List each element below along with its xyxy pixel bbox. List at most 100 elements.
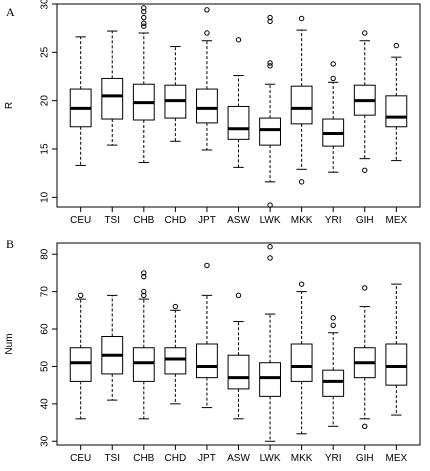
x-tick-label: JPT [198,453,216,464]
x-tick-label: LWK [260,215,281,226]
outlier-point [141,292,147,299]
outlier-point [298,179,305,185]
outlier-point [204,262,210,269]
y-tick-label: 60 [40,323,51,335]
outlier-point [141,5,147,11]
x-tick-label: JPT [198,215,216,226]
iqr-box [259,117,281,146]
y-tick-label: 10 [40,191,51,203]
panel-a: A R 10 15 20 25 30 CEU TSI CHB CHD JPT ASW LWK MKK YRI G… [4,0,421,226]
outlier-point [267,255,273,261]
box-yri [322,61,345,173]
x-tick-label: MEX [385,453,407,464]
outlier-point [393,42,400,49]
outlier-point [204,7,210,13]
x-tick-label: GIH [356,453,374,464]
box-lwk [259,244,281,442]
x-tick-label: GIH [356,215,374,226]
x-tick-label: YRI [325,215,342,226]
panel-b: B Num 30 40 50 60 70 80 CEU TSI CHB CHD JPT ASW LWK MKK… [4,237,421,464]
box-jpt [196,7,218,151]
y-tick-label: 80 [40,248,51,260]
x-tick-label: CHD [165,215,187,226]
outlier-point [330,322,336,328]
box-lwk [259,14,281,208]
iqr-box [385,95,408,128]
panel-label: B [6,237,14,251]
y-tick-label: 30 [40,435,51,447]
outlier-point [77,292,84,299]
box-tsi [101,294,124,401]
outlier-point [141,20,147,27]
outlier-point [267,14,273,21]
outlier-point [235,37,242,43]
outlier-point [330,61,336,67]
outlier-point [362,167,368,173]
x-tick-label: MKK [291,215,313,226]
outlier-point [298,15,305,22]
box-yri [322,315,345,427]
outlier-point [267,60,273,66]
box-asw [227,37,250,168]
outlier-point [141,270,147,276]
box-mkk [290,15,313,185]
outlier-point [267,202,273,208]
outlier-point [141,288,147,295]
box-gih [353,285,376,429]
x-tick-label: TSI [104,215,120,226]
outlier-point [267,63,273,69]
box-chb [132,5,155,164]
x-tick-label: MEX [385,215,407,226]
iqr-box [101,77,124,120]
y-tick-label: 20 [40,95,51,107]
outlier-point [330,315,336,321]
iqr-box [164,347,187,375]
outlier-point [362,30,368,36]
outlier-point [141,273,147,280]
x-tick-label: TSI [104,453,120,464]
x-tick-label: ASW [227,453,250,464]
box-jpt [196,262,218,409]
x-tick-label: CHB [133,215,154,226]
box-chd [164,303,187,405]
outlier-point [141,23,147,29]
y-tick-label: 25 [40,46,51,58]
iqr-box [132,347,155,382]
y-axis-label: R [4,102,15,109]
outlier-point [141,9,147,15]
y-tick-label: 70 [40,286,51,298]
iqr-box [69,347,92,382]
outlier-point [267,18,273,25]
box-mex [385,283,408,416]
box-ceu [69,292,92,420]
iqr-box [322,369,345,397]
x-tick-label: CEU [70,215,91,226]
box-chd [164,46,187,142]
box-mkk [290,281,313,435]
y-tick-label: 50 [40,360,51,372]
panel-label: A [6,5,15,19]
box-ceu [69,36,92,166]
iqr-box [259,362,281,397]
x-tick-label: CEU [70,453,91,464]
box-gih [353,30,376,173]
box-asw [227,292,250,420]
iqr-box [385,343,408,386]
x-tick-label: LWK [260,453,281,464]
outlier-point [362,423,368,429]
x-tick-label: CHB [133,453,154,464]
iqr-box [290,343,313,382]
iqr-box [290,85,313,125]
x-tick-label: MKK [291,453,313,464]
outlier-point [141,14,147,21]
box-tsi [101,30,124,146]
outlier-point [267,244,273,250]
y-tick-label: 40 [40,398,51,410]
iqr-box [227,105,250,140]
box-chb [132,270,155,420]
y-tick-label: 15 [40,143,51,155]
outlier-point [362,285,368,291]
y-tick-label: 30 [40,0,51,10]
